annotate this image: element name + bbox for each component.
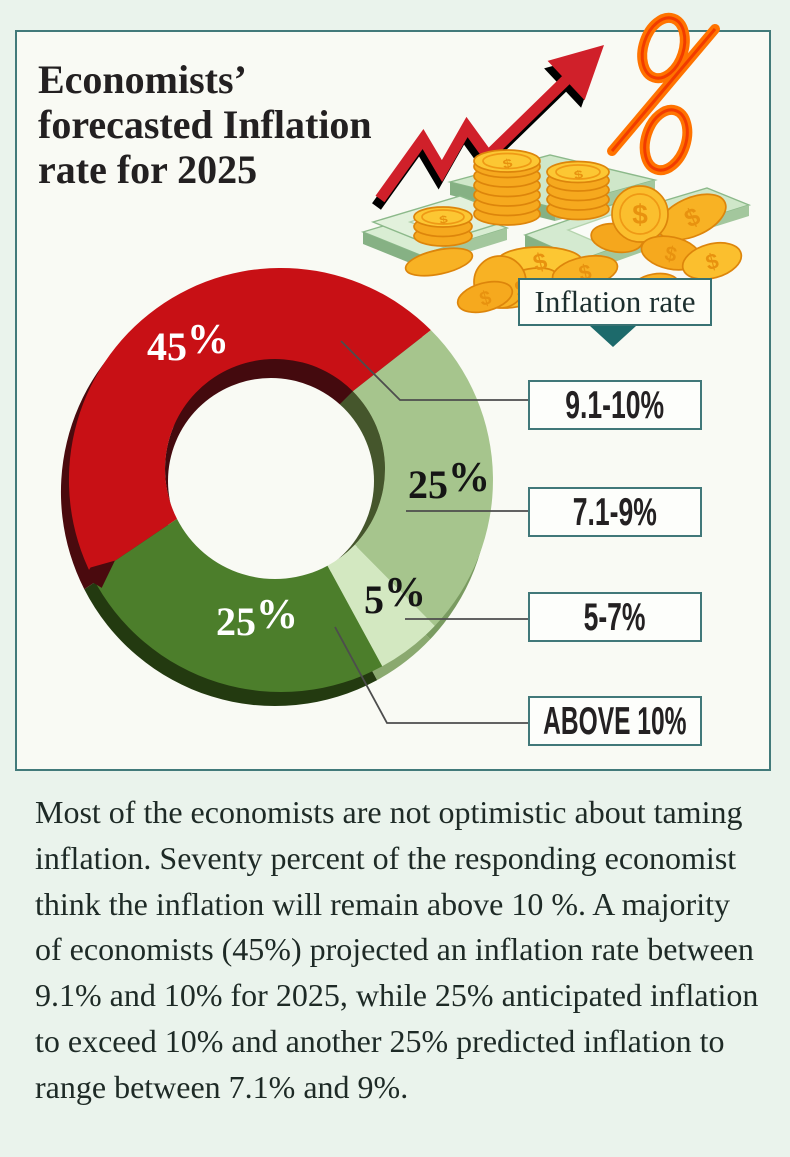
svg-text:25%: 25% [216, 592, 298, 644]
svg-text:$: $ [663, 242, 680, 267]
svg-text:5%: 5% [364, 570, 426, 622]
svg-text:$: $ [573, 167, 584, 182]
svg-text:25%: 25% [408, 455, 490, 507]
svg-text:$: $ [477, 287, 493, 311]
svg-text:45%: 45% [147, 317, 229, 369]
svg-text:$: $ [502, 157, 515, 172]
svg-text:$: $ [632, 199, 648, 230]
svg-text:$: $ [438, 212, 449, 226]
